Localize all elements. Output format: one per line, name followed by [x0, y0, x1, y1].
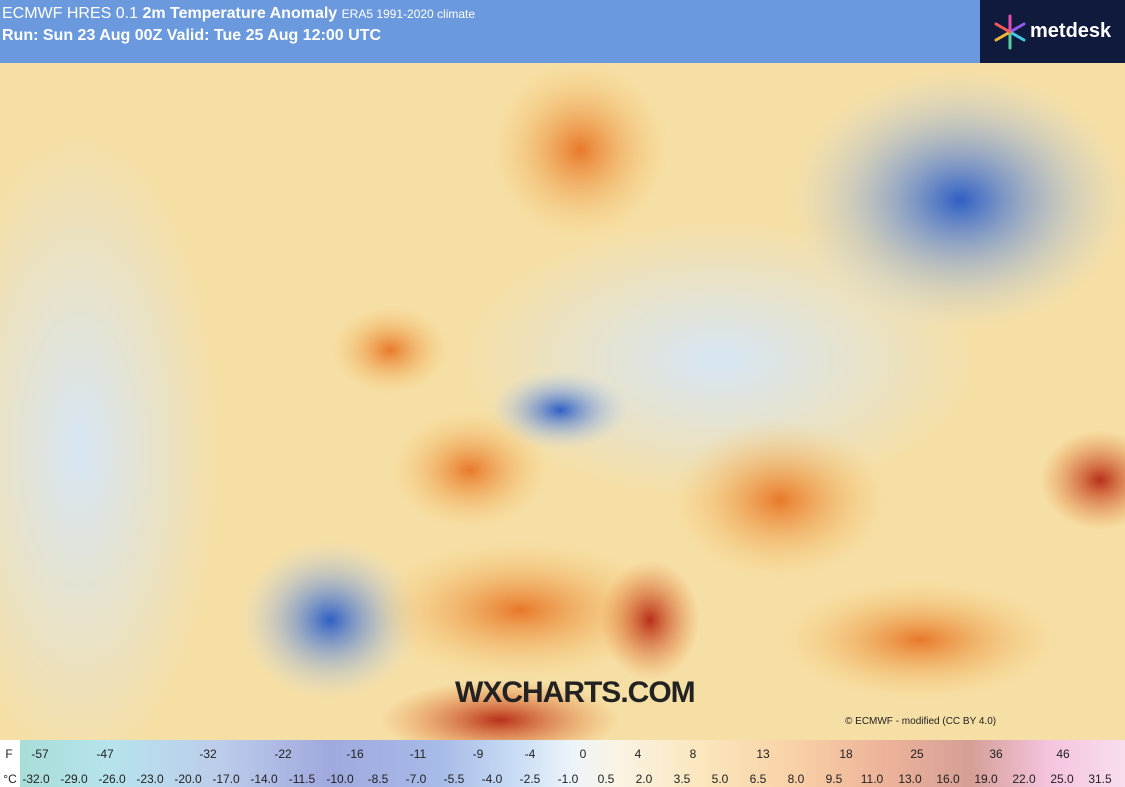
c-label: -2.5 [519, 772, 541, 786]
c-label: -32.0 [22, 772, 50, 786]
f-label: 18 [839, 747, 853, 761]
c-label: 11.0 [860, 772, 884, 786]
c-label: -20.0 [174, 772, 202, 786]
c-label: -10.0 [326, 772, 354, 786]
map [0, 0, 1125, 740]
c-label: -23.0 [136, 772, 164, 786]
title: 2m Temperature Anomaly [142, 5, 338, 22]
model: ECMWF HRES 0.1 [2, 5, 139, 22]
c-unit: °C [3, 772, 17, 786]
f-label: -57 [31, 747, 49, 761]
header-line: ECMWF HRES 0.1 2m Temperature Anomaly ER… [2, 5, 475, 23]
c-label: 5.0 [711, 772, 729, 786]
climate: ERA5 1991-2020 climate [341, 7, 476, 21]
c-label: -26.0 [98, 772, 126, 786]
f-unit: F [5, 747, 13, 761]
f-label: 0 [579, 747, 587, 761]
f-label: -22 [274, 747, 292, 761]
color-bar [20, 740, 1125, 787]
c-label: 9.5 [825, 772, 843, 786]
logo-icon [994, 14, 1026, 50]
c-label: 3.5 [673, 772, 691, 786]
header: ECMWF HRES 0.1 2m Temperature Anomaly ER… [0, 0, 980, 63]
credit: © ECMWF - modified (CC BY 4.0) [845, 716, 997, 727]
c-label: 25.0 [1050, 772, 1074, 786]
c-label: 0.5 [597, 772, 615, 786]
f-label: 36 [989, 747, 1003, 761]
f-label: -32 [199, 747, 217, 761]
run-info: Run: Sun 23 Aug 00Z Valid: Tue 25 Aug 12… [2, 27, 382, 44]
c-label: -14.0 [250, 772, 278, 786]
c-label: -4.0 [481, 772, 503, 786]
c-label: -7.0 [405, 772, 427, 786]
c-label: -11.5 [288, 772, 316, 786]
watermark: WXCHARTS.COM [455, 676, 696, 709]
c-label: 19.0 [974, 772, 998, 786]
brand: metdesk [1030, 20, 1112, 42]
legend: F °C -57 -47 -32 -22 -16 -11 -9 -4 0 4 8 13 18 25 36 46… [0, 740, 1125, 787]
c-label: 31.5 [1088, 772, 1112, 786]
f-label: -9 [472, 747, 484, 761]
f-label: -47 [96, 747, 114, 761]
c-label: 2.0 [635, 772, 653, 786]
c-label: 13.0 [898, 772, 922, 786]
f-label: -16 [346, 747, 364, 761]
f-label: -4 [524, 747, 536, 761]
f-label: 13 [756, 747, 770, 761]
c-label: -17.0 [212, 772, 240, 786]
c-label: 6.5 [749, 772, 767, 786]
c-label: -8.5 [367, 772, 389, 786]
f-label: 46 [1056, 747, 1070, 761]
c-label: -1.0 [557, 772, 579, 786]
c-label: 22.0 [1012, 772, 1036, 786]
f-label: -11 [409, 747, 427, 761]
f-label: 8 [689, 747, 697, 761]
c-label: 16.0 [936, 772, 960, 786]
c-label: -29.0 [60, 772, 88, 786]
c-label: 8.0 [787, 772, 805, 786]
c-label: -5.5 [443, 772, 465, 786]
f-label: 4 [634, 747, 642, 761]
f-label: 25 [910, 747, 924, 761]
logo: metdesk [980, 0, 1125, 63]
